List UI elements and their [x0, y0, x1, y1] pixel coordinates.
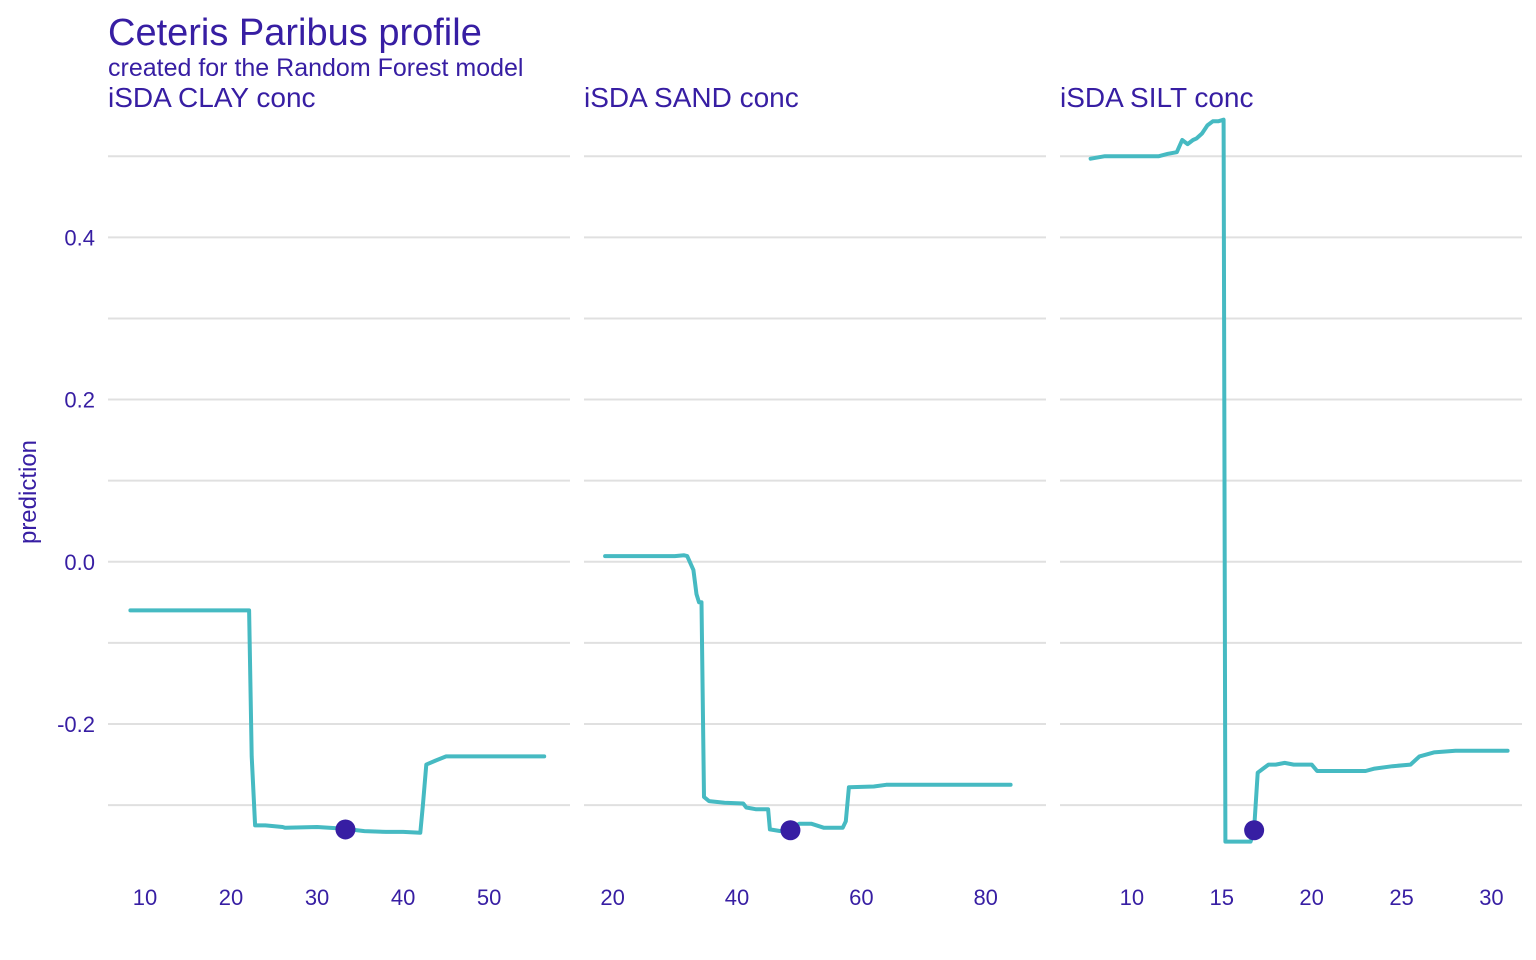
x-tick-label: 30 [305, 885, 329, 910]
y-tick-labels: -0.2 0.0 0.2 0.4 [57, 225, 95, 737]
observation-point [780, 820, 801, 841]
x-tick-label: 20 [219, 885, 243, 910]
facet-panel: iSDA SILT conc 10 15 20 25 30 [1060, 82, 1522, 910]
x-tick-label: 60 [849, 885, 873, 910]
y-axis-title: prediction [15, 440, 42, 544]
x-tick-label: 80 [973, 885, 997, 910]
facet-panels: iSDA CLAY conc 10 20 30 40 50 iSDA SAND conc 20… [108, 82, 1522, 910]
facet-panel: iSDA SAND conc 20 40 60 80 [584, 82, 1046, 910]
facet-strip-label: iSDA SAND conc [584, 82, 799, 113]
x-tick-label: 50 [477, 885, 501, 910]
x-tick-label: 15 [1210, 885, 1234, 910]
x-tick-label: 20 [600, 885, 624, 910]
facet-panel: iSDA CLAY conc 10 20 30 40 50 [108, 82, 570, 910]
facet-strip-label: iSDA CLAY conc [108, 82, 316, 113]
y-tick-label: -0.2 [57, 712, 95, 737]
x-tick-label: 20 [1299, 885, 1323, 910]
y-tick-label: 0.0 [64, 550, 95, 575]
observation-point [335, 819, 356, 840]
facet-strip-label: iSDA SILT conc [1060, 82, 1254, 113]
chart-subtitle: created for the Random Forest model [108, 54, 524, 82]
y-tick-label: 0.2 [64, 388, 95, 413]
x-tick-label: 40 [391, 885, 415, 910]
observation-point [1244, 820, 1265, 841]
y-tick-label: 0.4 [64, 225, 95, 250]
x-tick-label: 10 [133, 885, 157, 910]
profile-line [603, 553, 1013, 834]
profile-line [1088, 117, 1510, 844]
x-tick-label: 40 [725, 885, 749, 910]
x-tick-label: 25 [1389, 885, 1413, 910]
x-tick-label: 30 [1479, 885, 1503, 910]
x-tick-label: 10 [1120, 885, 1144, 910]
chart-title: Ceteris Paribus profile [108, 12, 482, 54]
